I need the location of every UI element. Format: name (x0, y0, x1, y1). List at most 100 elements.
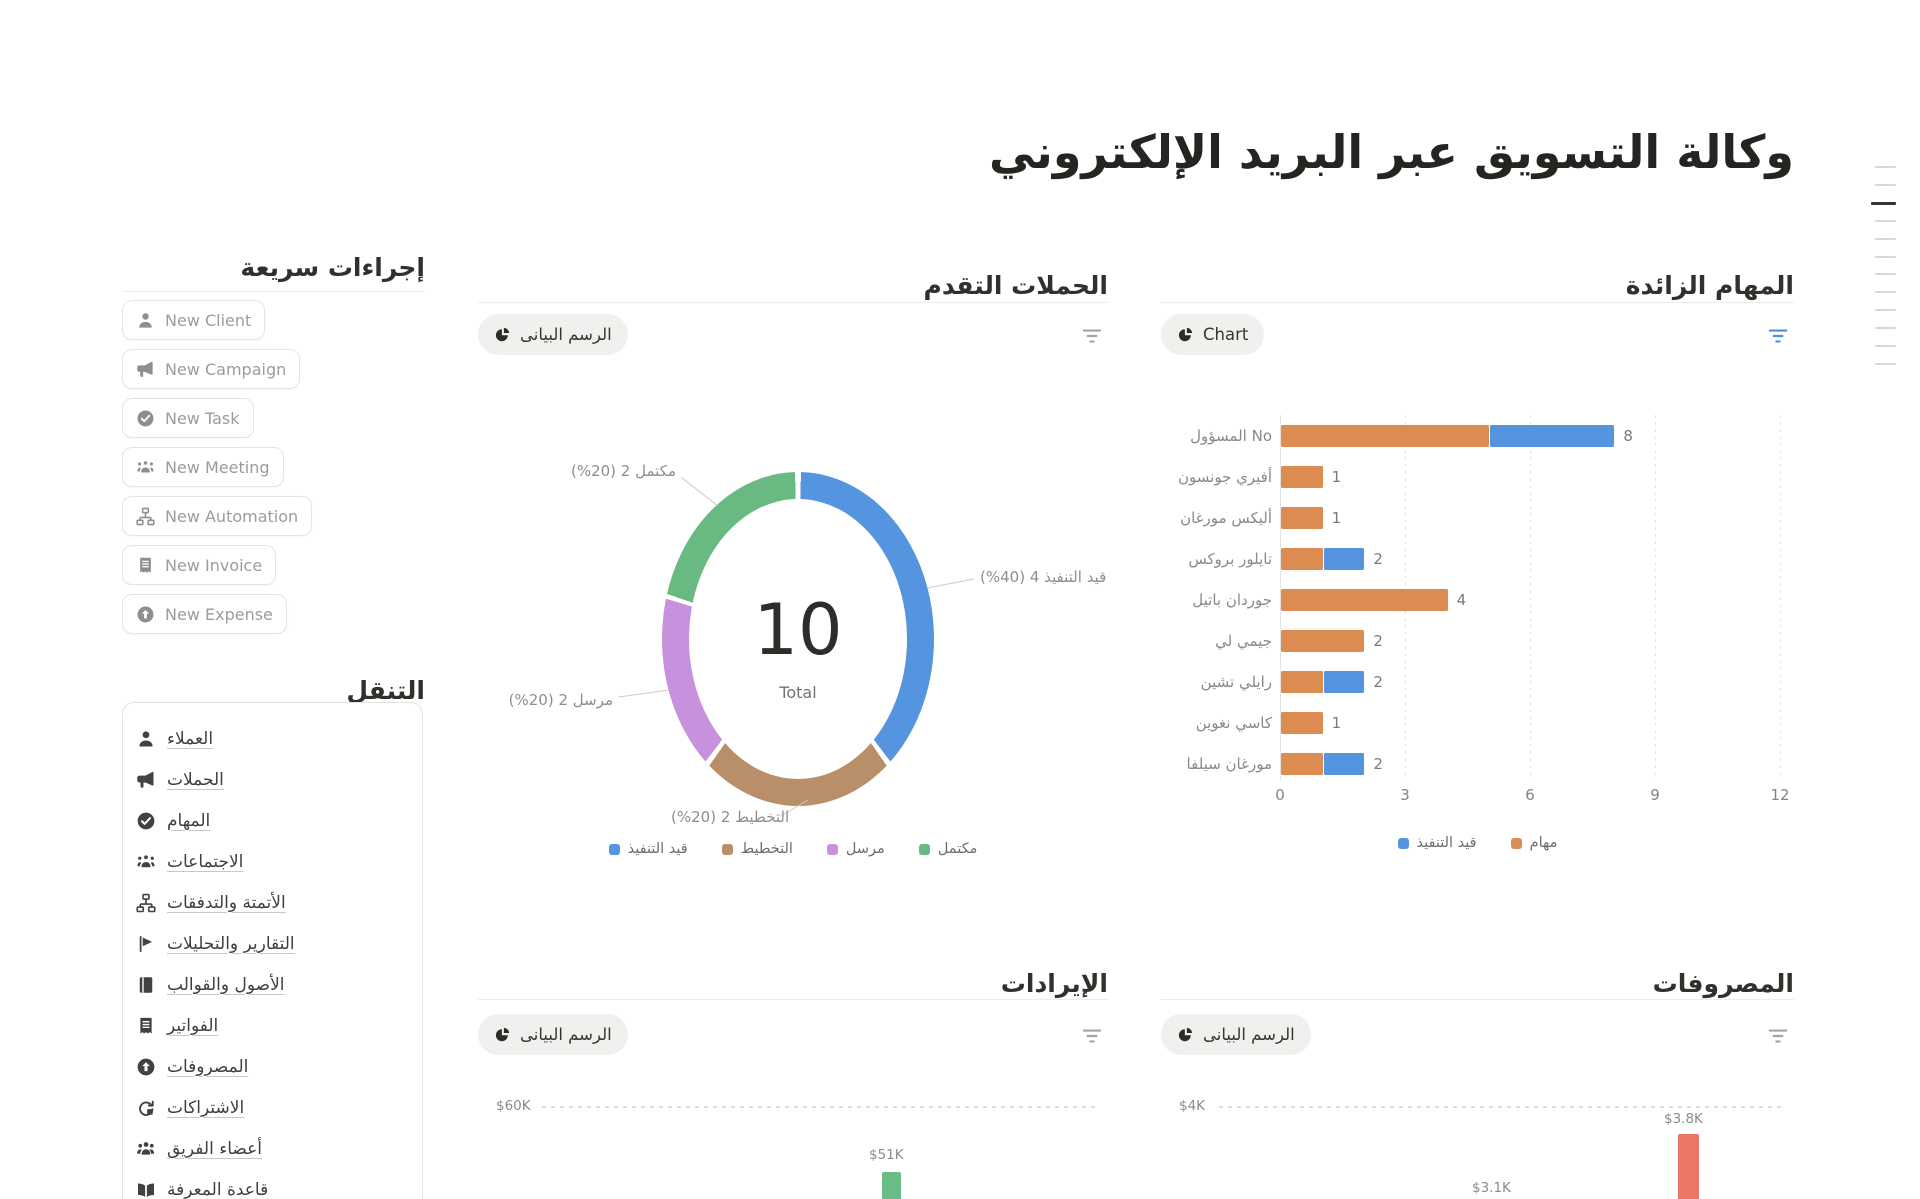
legend-item: مهام (1510, 835, 1558, 851)
bar-segment-tasks (1281, 589, 1448, 611)
nav-item-assets[interactable]: الأصول والقوالب (123, 964, 422, 1005)
megaphone-icon (136, 770, 156, 790)
flag-icon (136, 934, 156, 954)
legend-item: مرسل (826, 841, 885, 857)
new-client-button[interactable]: New Client (122, 300, 266, 340)
nav-item-label: الأتمتة والتدفقات (167, 892, 286, 913)
tab-chart-view[interactable]: الرسم البيانى (478, 1014, 628, 1055)
nav-item-label: الاجتماعات (167, 851, 244, 872)
flow-icon (136, 507, 155, 526)
quick-action-label: New Meeting (165, 457, 270, 477)
outline-dash[interactable] (1875, 309, 1896, 312)
meeting-icon (136, 458, 155, 477)
bar-segment-tasks (1281, 712, 1323, 734)
nav-item-label: المصروفات (167, 1056, 249, 1077)
quick-action-label: New Campaign (165, 359, 287, 379)
new-automation-button[interactable]: New Automation (122, 496, 313, 536)
nav-item-label: العملاء (167, 728, 214, 749)
bar-segment-inprogress (1323, 671, 1365, 693)
bar-segment-inprogress (1490, 425, 1615, 447)
new-expense-button[interactable]: New Expense (122, 594, 287, 634)
expenses-heading: المصروفات (1652, 968, 1794, 998)
outline-dash[interactable] (1875, 362, 1896, 365)
outline-dash[interactable] (1875, 166, 1896, 168)
nav-item-subscriptions[interactable]: الاشتراكات (123, 1087, 422, 1128)
legend-label: مكتمل (937, 841, 978, 857)
nav-item-expenses[interactable]: المصروفات (123, 1046, 422, 1087)
gridline (1219, 1106, 1785, 1108)
nav-item-invoices[interactable]: الفواتير (123, 1005, 422, 1046)
new-campaign-button[interactable]: New Campaign (122, 349, 301, 389)
slice-callout: التخطيط 2 (20%) (671, 808, 790, 826)
bar-value-label: $51K (869, 1147, 904, 1163)
bar-total-label: 2 (1373, 673, 1383, 691)
outline-dash[interactable] (1875, 291, 1896, 294)
nav-item-knowledge[interactable]: قاعدة المعرفة (123, 1169, 422, 1199)
bar-value-label: $3.8K (1664, 1111, 1703, 1127)
donut-total-value: 10 (753, 589, 843, 671)
campaigns-heading: الحملات التقدم (923, 270, 1108, 300)
legend-swatch (721, 843, 733, 855)
legend-swatch (608, 843, 620, 855)
filter-icon[interactable] (1080, 1024, 1104, 1048)
filter-icon[interactable] (1080, 324, 1104, 348)
legend-swatch (918, 843, 930, 855)
outline-dash[interactable] (1875, 183, 1896, 186)
new-task-button[interactable]: New Task (122, 398, 254, 438)
tab-chart-view[interactable]: الرسم البيانى (1161, 1014, 1311, 1055)
revenue-bar (882, 1172, 901, 1199)
nav-item-clients[interactable]: العملاء (123, 718, 422, 759)
nav-item-meetings[interactable]: الاجتماعات (123, 841, 422, 882)
bar-category-label: جيمي لي (1215, 632, 1272, 650)
navigation-card: العملاء الحملات المهام الاجتماعات الأتمتة وا… (122, 702, 423, 1199)
y-axis-label: $60K (496, 1098, 531, 1114)
nav-item-campaigns[interactable]: الحملات (123, 759, 422, 800)
nav-item-tasks[interactable]: المهام (123, 800, 422, 841)
legend-label: قيد التنفيذ (1416, 835, 1477, 851)
bar-category-label: رايلي تشين (1200, 673, 1272, 691)
outline-dash[interactable] (1875, 237, 1896, 240)
filter-icon-active[interactable] (1766, 324, 1790, 348)
navigation-heading: التنقل (346, 675, 425, 705)
check-circle-icon (136, 811, 156, 831)
left-column: إجراءات سريعة New Client New Campaign New … (122, 232, 425, 1199)
bar-total-label: 1 (1331, 468, 1342, 486)
bar-category-label: مورغان سيلفا (1186, 755, 1272, 773)
bar-total-label: 4 (1456, 591, 1467, 609)
tab-chart-view[interactable]: الرسم البيانى (478, 314, 628, 355)
check-circle-icon (136, 409, 155, 428)
bar-segment-inprogress (1323, 753, 1365, 775)
filter-icon[interactable] (1766, 1024, 1790, 1048)
pie-chart-icon (1177, 326, 1194, 343)
flow-icon (136, 893, 156, 913)
nav-item-team[interactable]: أعضاء الفريق (123, 1128, 422, 1169)
outline-minimap[interactable] (1871, 166, 1896, 376)
tab-chart-view[interactable]: Chart (1161, 314, 1265, 355)
outline-dash[interactable] (1875, 327, 1896, 330)
outline-dash[interactable] (1871, 201, 1896, 205)
outline-dash[interactable] (1875, 219, 1896, 222)
nav-item-reports[interactable]: التقارير والتحليلات (123, 923, 422, 964)
pie-chart-icon (494, 326, 511, 343)
new-invoice-button[interactable]: New Invoice (122, 545, 277, 585)
legend-label: مهام (1529, 835, 1558, 851)
bar-segment-tasks (1281, 507, 1323, 529)
bar-total-label: 2 (1373, 632, 1383, 650)
x-tick-label: 0 (1275, 786, 1285, 804)
outline-dash[interactable] (1875, 345, 1896, 347)
bar-segment-inprogress (1323, 548, 1365, 570)
bar-category-label: No المسؤول (1190, 427, 1272, 445)
gridline (1530, 415, 1531, 780)
quick-action-label: New Expense (165, 604, 273, 624)
bar-total-label: 1 (1331, 714, 1342, 732)
outline-dash[interactable] (1875, 255, 1896, 258)
legend-label: قيد التنفيذ (627, 841, 688, 857)
nav-item-automations[interactable]: الأتمتة والتدفقات (123, 882, 422, 923)
new-meeting-button[interactable]: New Meeting (122, 447, 284, 487)
gridline (1780, 415, 1781, 780)
legend-swatch (826, 843, 838, 855)
bar-value-label: $3.1K (1472, 1180, 1511, 1196)
outline-dash[interactable] (1875, 273, 1896, 276)
legend-swatch (1397, 837, 1409, 849)
gridline (1655, 415, 1656, 780)
